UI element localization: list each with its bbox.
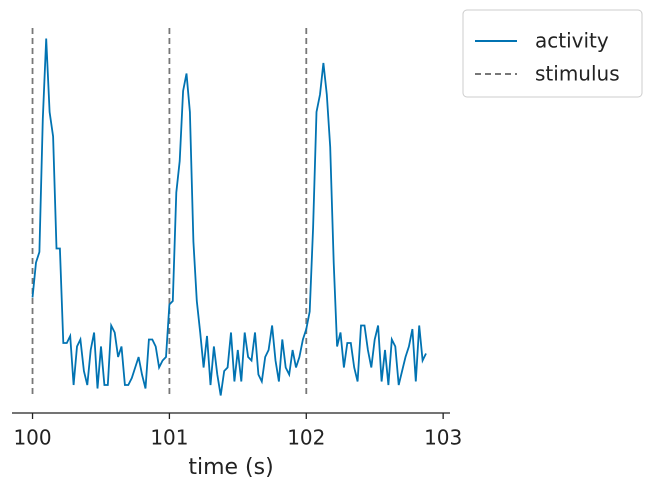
x-tick-label: 101 [150,426,188,450]
legend-label: activity [535,29,609,53]
x-tick-label: 100 [13,426,51,450]
legend-label: stimulus [535,62,620,86]
x-axis-label: time (s) [188,455,273,480]
x-tick-label: 103 [424,426,462,450]
legend-box [462,9,643,98]
x-tick-label: 102 [287,426,325,450]
line-series [31,38,427,396]
